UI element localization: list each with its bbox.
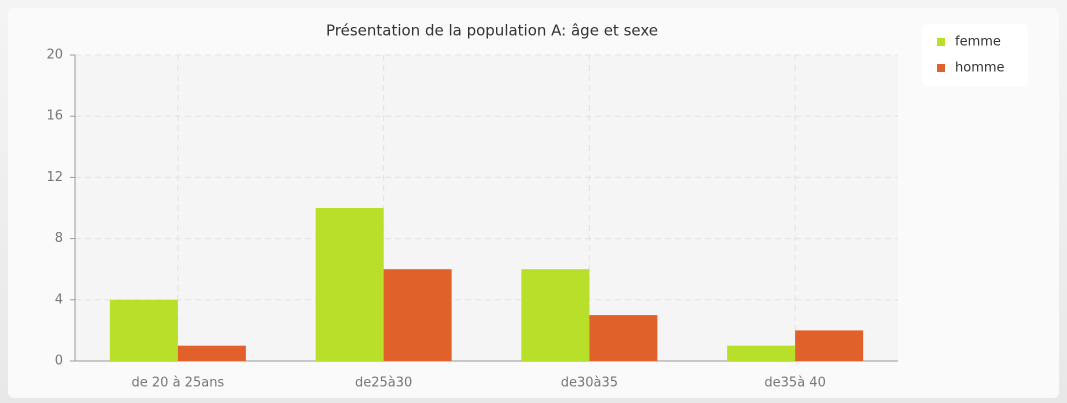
y-tick-label: 4 <box>55 292 63 307</box>
y-tick-label: 12 <box>46 170 63 185</box>
x-tick-label: de35à 40 <box>764 376 825 391</box>
bar <box>795 330 864 361</box>
x-tick-label: de30à35 <box>561 376 618 391</box>
plot-area <box>75 55 898 361</box>
legend-swatch <box>937 38 945 46</box>
bar <box>521 269 590 361</box>
bar <box>727 345 796 361</box>
legend-box <box>922 24 1028 86</box>
x-tick-label: de25à30 <box>355 376 412 391</box>
chart-title: Présentation de la population A: âge et … <box>326 22 658 40</box>
bar <box>383 269 452 361</box>
bar <box>109 299 178 361</box>
bar <box>177 345 246 361</box>
legend-label: homme <box>955 61 1005 76</box>
legend-swatch <box>937 64 945 72</box>
y-tick-label: 8 <box>55 231 63 246</box>
y-tick-label: 20 <box>46 48 63 63</box>
y-tick-label: 16 <box>46 109 63 124</box>
y-tick-label: 0 <box>55 354 63 369</box>
x-tick-label: de 20 à 25ans <box>132 376 225 391</box>
bar <box>589 315 658 361</box>
legend-label: femme <box>955 35 1001 50</box>
bar <box>315 208 384 361</box>
